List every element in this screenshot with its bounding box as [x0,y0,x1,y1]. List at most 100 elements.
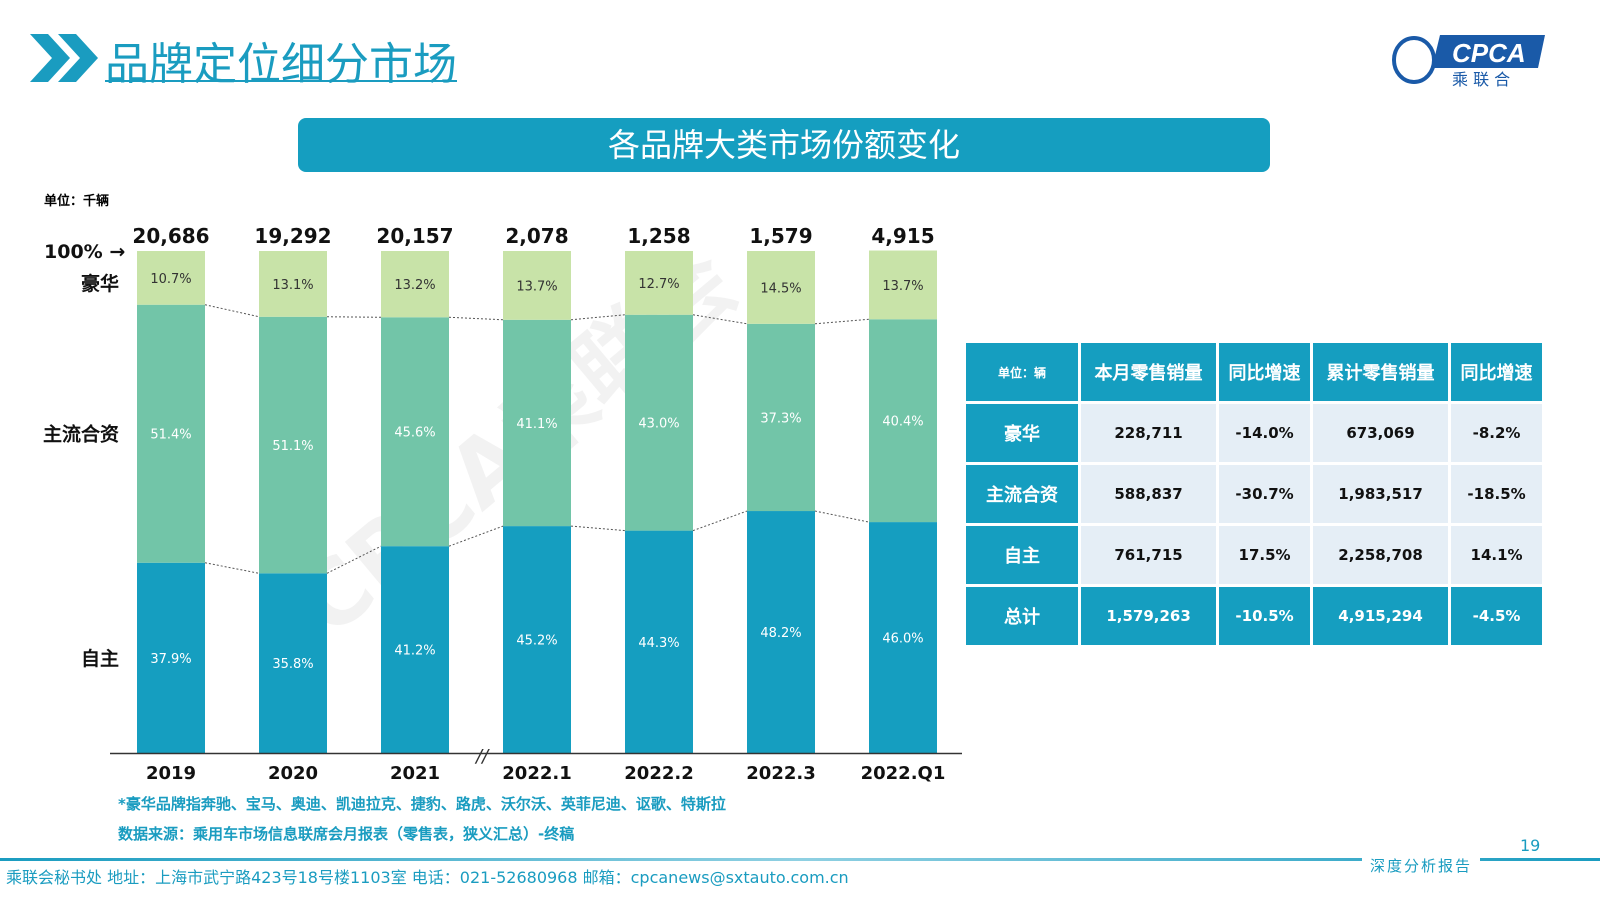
bar-segment-2 [869,250,937,320]
table-row: 自主 761,715 17.5% 2,258,708 14.1% [966,526,1542,584]
data-label: 37.3% [760,411,801,426]
source-note: 数据来源：乘用车市场信息联席会月报表（零售表，狭义汇总）-终稿 [118,825,575,843]
series-label: 自主 [81,647,119,670]
cell: 228,711 [1081,404,1217,462]
bar-segment-2 [137,251,205,305]
x-tick-label: 2020 [268,763,318,784]
cell: 673,069 [1312,404,1449,462]
data-label: 45.2% [516,634,557,649]
data-label: 13.7% [882,279,923,294]
connector-line [204,304,260,318]
data-label: 45.6% [394,426,435,441]
cell: 761,715 [1081,526,1217,584]
data-label: 35.8% [272,657,313,672]
table-row: 主流合资 588,837 -30.7% 1,983,517 -18.5% [966,465,1542,523]
bar-segment-0 [869,522,937,753]
svg-text:乘 联 合: 乘 联 合 [1452,70,1510,89]
total-label: 4,915 [871,224,934,248]
data-label: 43.0% [638,417,679,432]
row-label: 总计 [966,587,1078,645]
header-cell: 本月零售销量 [1081,343,1217,401]
top-marker: 100% → [44,241,125,263]
page-title: 品牌定位细分市场 [105,39,457,90]
data-label: 10.7% [150,272,191,287]
data-label: 12.7% [638,277,679,292]
bar-segment-1 [381,317,449,547]
connector-line [814,510,870,523]
bar-segment-0 [503,526,571,753]
data-label: 41.1% [516,417,557,432]
bar-segment-0 [259,573,327,753]
connector-line [570,314,626,321]
chart-banner: 各品牌大类市场份额变化 [298,118,1270,172]
axis-break: // [474,746,490,767]
cell: -14.0% [1219,404,1310,462]
bar-segment-1 [503,319,571,527]
series-label: 豪华 [81,272,119,295]
table-row: 豪华 228,711 -14.0% 673,069 -8.2% [966,404,1542,462]
bar-segment-0 [747,511,815,753]
connector-line [448,525,504,547]
x-tick-label: 2022.3 [746,763,815,784]
data-label: 40.4% [882,415,923,430]
x-tick-label: 2022.1 [502,763,571,784]
cell: -18.5% [1451,465,1542,523]
x-tick-label: 2021 [390,763,440,784]
cell: 1,983,517 [1312,465,1449,523]
bar-segment-0 [381,546,449,753]
data-label: 13.2% [394,278,435,293]
bar-segment-1 [869,319,937,523]
cell: -8.2% [1451,404,1542,462]
x-tick-label: 2022.2 [624,763,693,784]
connector-line [692,314,748,325]
stacked-bar-chart: CPCA乘联会37.9%51.4%10.7%20,686201935.8%51.… [43,224,962,784]
total-label: 19,292 [254,224,331,248]
data-label: 41.2% [394,644,435,659]
header-unit: 单位：辆 [966,343,1078,401]
chart-unit: 单位：千辆 [44,194,110,209]
bar-segment-2 [381,251,449,318]
total-label: 20,686 [132,224,209,248]
series-label: 主流合资 [43,423,119,446]
total-label: 2,078 [505,224,568,248]
header-cell: 同比增速 [1219,343,1310,401]
sales-table: 单位：辆 本月零售销量 同比增速 累计零售销量 同比增速 豪华 228,711 -1… [963,340,1545,648]
connector-line [204,562,260,574]
cell: 17.5% [1219,526,1310,584]
connector-line [448,316,504,321]
cpca-logo: CPCA 乘 联 合 [1392,35,1545,89]
footer-divider [0,858,1600,861]
data-label: 48.2% [760,626,801,641]
bar-segment-2 [625,251,693,315]
connector-line [326,316,382,318]
data-label: 44.3% [638,636,679,651]
footer-tag: 深度分析报告 [1362,855,1481,876]
data-label: 51.4% [150,428,191,443]
row-label: 主流合资 [966,465,1078,523]
bar-segment-0 [625,530,693,753]
connector-line [692,510,748,532]
bar-segment-1 [625,314,693,531]
header-cell: 同比增速 [1451,343,1542,401]
cell: -4.5% [1451,587,1542,645]
bar-segment-2 [503,251,571,320]
table-header: 单位：辆 本月零售销量 同比增速 累计零售销量 同比增速 [966,343,1542,401]
x-tick-label: 2022.Q1 [861,763,946,784]
svg-text:CPCA: CPCA [1452,38,1526,68]
footer-contact: 乘联会秘书处 地址：上海市武宁路423号18号楼1103室 电话：021-526… [6,868,849,887]
chevron-icon [30,34,98,82]
row-label: 自主 [966,526,1078,584]
bar-segment-1 [137,304,205,563]
cell: -30.7% [1219,465,1310,523]
data-label: 46.0% [882,632,923,647]
cell: 588,837 [1081,465,1217,523]
cell: 4,915,294 [1312,587,1449,645]
data-label: 51.1% [272,439,313,454]
total-label: 20,157 [376,224,453,248]
connector-line [814,318,870,325]
row-label: 豪华 [966,404,1078,462]
x-tick-label: 2019 [146,763,196,784]
header-cell: 累计零售销量 [1312,343,1449,401]
bar-segment-1 [747,323,815,512]
